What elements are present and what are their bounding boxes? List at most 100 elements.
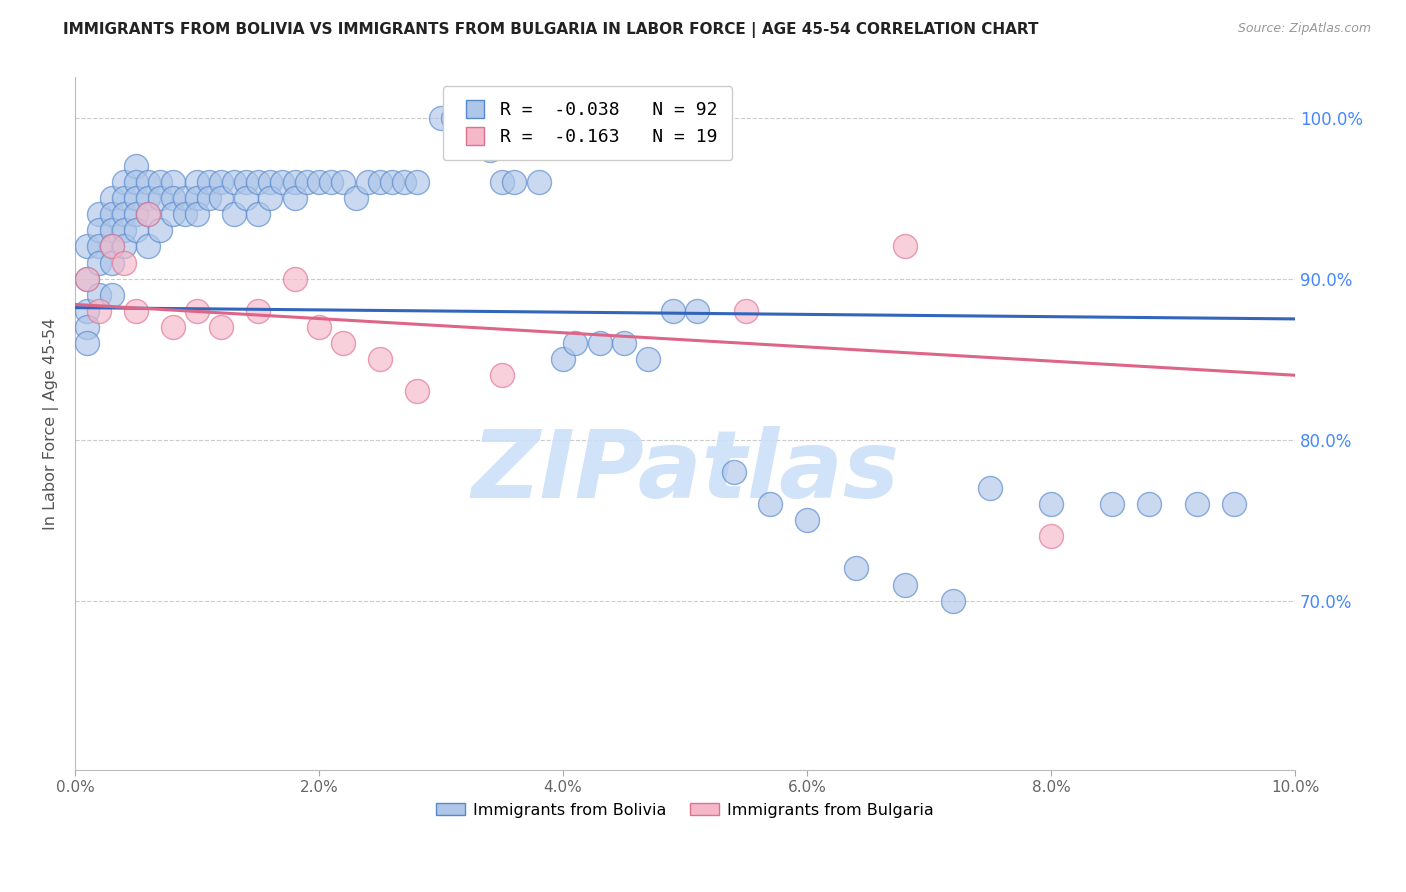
Point <box>125 223 148 237</box>
Point <box>942 593 965 607</box>
Point <box>295 175 318 189</box>
Point <box>637 352 659 367</box>
Text: IMMIGRANTS FROM BOLIVIA VS IMMIGRANTS FROM BULGARIA IN LABOR FORCE | AGE 45-54 C: IMMIGRANTS FROM BOLIVIA VS IMMIGRANTS FR… <box>63 22 1039 38</box>
Point <box>551 352 574 367</box>
Point <box>149 191 172 205</box>
Point <box>368 352 391 367</box>
Point <box>247 175 270 189</box>
Point <box>211 175 233 189</box>
Point <box>321 175 343 189</box>
Point <box>112 207 135 221</box>
Point <box>284 271 307 285</box>
Point <box>735 303 758 318</box>
Point <box>441 111 464 125</box>
Point <box>284 175 307 189</box>
Point <box>357 175 380 189</box>
Point <box>211 320 233 334</box>
Point <box>198 191 221 205</box>
Point <box>162 207 184 221</box>
Point <box>478 143 501 157</box>
Point <box>198 175 221 189</box>
Text: Source: ZipAtlas.com: Source: ZipAtlas.com <box>1237 22 1371 36</box>
Point <box>76 271 98 285</box>
Point <box>149 223 172 237</box>
Point <box>259 175 281 189</box>
Point <box>112 175 135 189</box>
Point <box>271 175 294 189</box>
Point <box>136 239 159 253</box>
Point <box>89 207 111 221</box>
Point <box>76 303 98 318</box>
Point <box>405 175 427 189</box>
Point <box>89 223 111 237</box>
Point <box>979 481 1001 495</box>
Point <box>112 255 135 269</box>
Point <box>136 175 159 189</box>
Point <box>527 175 550 189</box>
Point <box>344 191 367 205</box>
Point <box>162 320 184 334</box>
Point <box>491 175 513 189</box>
Point <box>564 336 586 351</box>
Point <box>89 287 111 301</box>
Point <box>893 577 915 591</box>
Point <box>125 207 148 221</box>
Legend: Immigrants from Bolivia, Immigrants from Bulgaria: Immigrants from Bolivia, Immigrants from… <box>430 797 941 824</box>
Point <box>125 159 148 173</box>
Point <box>723 465 745 479</box>
Point <box>100 191 122 205</box>
Point <box>173 191 195 205</box>
Point <box>235 175 257 189</box>
Point <box>394 175 416 189</box>
Point <box>162 191 184 205</box>
Point <box>845 561 868 575</box>
Point <box>796 513 818 527</box>
Point <box>430 111 453 125</box>
Point <box>211 191 233 205</box>
Point <box>186 303 208 318</box>
Point <box>613 336 636 351</box>
Point <box>76 271 98 285</box>
Point <box>332 336 354 351</box>
Point <box>186 191 208 205</box>
Point <box>76 320 98 334</box>
Point <box>173 207 195 221</box>
Point <box>89 255 111 269</box>
Point <box>893 239 915 253</box>
Point <box>1223 497 1246 511</box>
Point <box>284 191 307 205</box>
Point <box>405 384 427 399</box>
Point <box>136 207 159 221</box>
Point <box>332 175 354 189</box>
Point <box>308 320 330 334</box>
Point <box>125 175 148 189</box>
Point <box>308 175 330 189</box>
Point <box>100 287 122 301</box>
Point <box>368 175 391 189</box>
Point <box>589 336 612 351</box>
Point <box>112 223 135 237</box>
Point <box>136 207 159 221</box>
Point <box>247 303 270 318</box>
Point <box>125 191 148 205</box>
Point <box>162 175 184 189</box>
Point <box>136 191 159 205</box>
Point <box>100 223 122 237</box>
Point <box>89 239 111 253</box>
Point <box>186 175 208 189</box>
Point <box>149 175 172 189</box>
Point <box>662 303 685 318</box>
Y-axis label: In Labor Force | Age 45-54: In Labor Force | Age 45-54 <box>44 318 59 530</box>
Point <box>1040 529 1063 543</box>
Point <box>222 207 245 221</box>
Point <box>89 303 111 318</box>
Point <box>222 175 245 189</box>
Point <box>503 175 526 189</box>
Point <box>100 255 122 269</box>
Point <box>112 239 135 253</box>
Point <box>100 239 122 253</box>
Point <box>381 175 404 189</box>
Point <box>1101 497 1123 511</box>
Point <box>186 207 208 221</box>
Point <box>247 207 270 221</box>
